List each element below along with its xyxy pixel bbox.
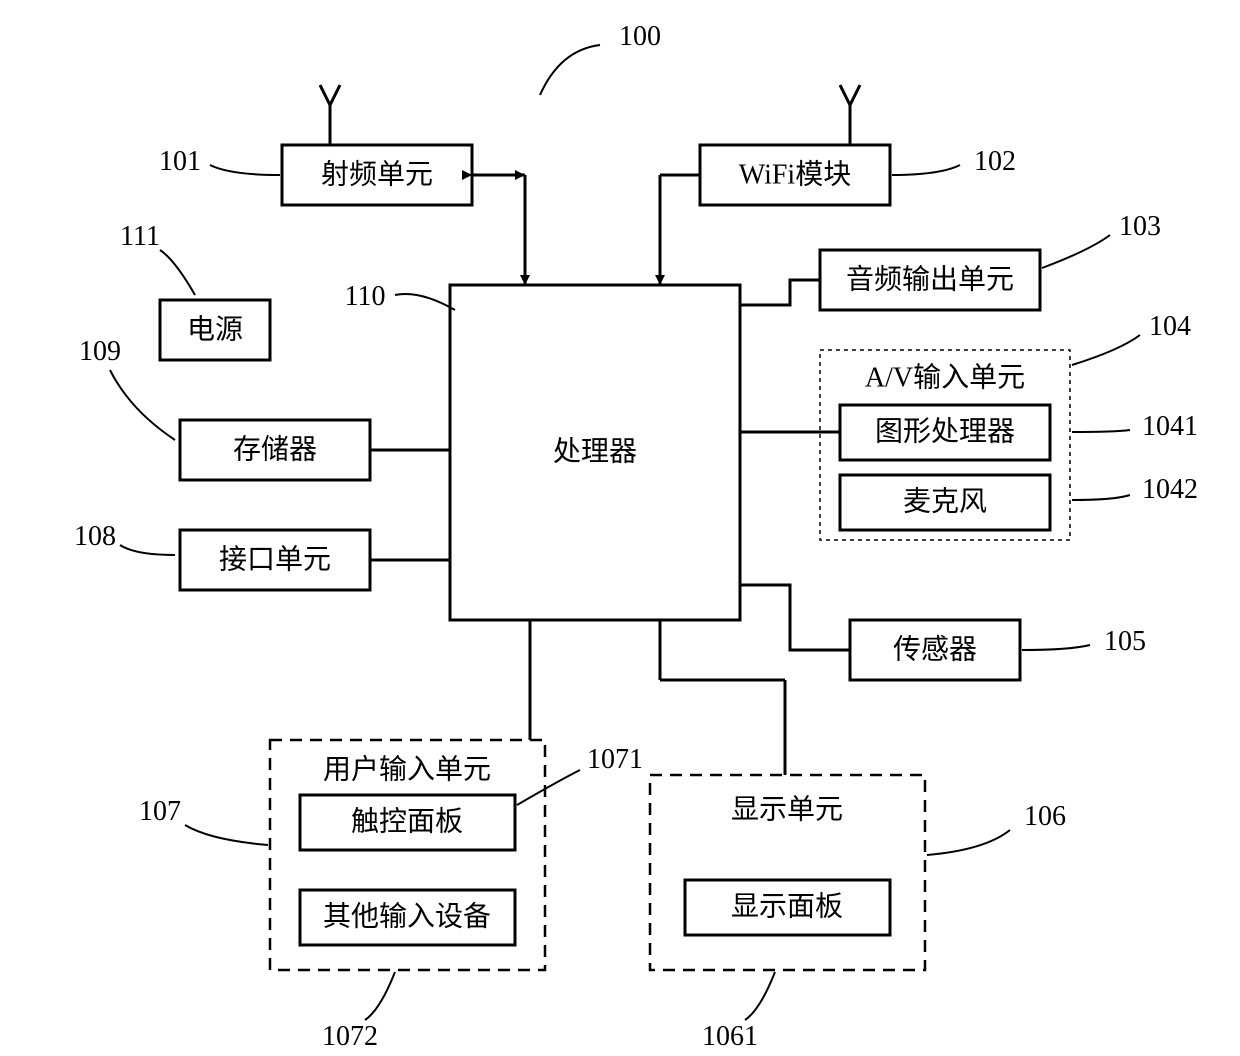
leader-av (1072, 335, 1140, 365)
text-processor: 处理器 (553, 436, 637, 468)
block-diagram: 100 射频单元 101 WiFi模块 102 处理器 110 电源 111 存… (0, 0, 1240, 1056)
leader-sensor (1022, 645, 1090, 650)
text-gpu: 图形处理器 (875, 416, 1015, 448)
leader-interface (120, 545, 175, 555)
text-display-panel: 显示面板 (731, 891, 843, 923)
leader-user-input (185, 825, 268, 845)
label-power: 111 (120, 221, 160, 252)
text-mic: 麦克风 (903, 486, 987, 518)
label-processor: 110 (345, 281, 386, 312)
text-power: 电源 (187, 314, 243, 346)
label-mic: 1042 (1142, 474, 1198, 505)
text-display-unit-title: 显示单元 (731, 794, 843, 826)
leader-system (540, 45, 600, 95)
leader-gpu (1072, 430, 1130, 432)
label-display-panel: 1061 (702, 1021, 758, 1052)
label-audio: 103 (1119, 211, 1161, 242)
text-av-in-title: A/V输入单元 (865, 362, 1025, 394)
text-sensor: 传感器 (893, 634, 977, 666)
label-interface: 108 (74, 521, 116, 552)
leader-audio (1042, 235, 1110, 268)
antenna-wifi-v (840, 85, 860, 105)
leader-other (365, 972, 395, 1020)
leader-mic (1072, 495, 1130, 500)
leader-touch (517, 770, 580, 805)
label-touch: 1071 (587, 744, 643, 775)
label-display-unit: 106 (1024, 801, 1066, 832)
text-rf: 射频单元 (321, 159, 433, 191)
text-touch-panel: 触控面板 (351, 806, 463, 838)
text-other-input: 其他输入设备 (323, 901, 491, 933)
text-interface: 接口单元 (219, 544, 331, 576)
label-rf: 101 (159, 146, 201, 177)
text-audio-out: 音频输出单元 (846, 264, 1014, 296)
label-av: 104 (1149, 311, 1191, 342)
label-wifi: 102 (974, 146, 1016, 177)
antenna-rf-v (320, 85, 340, 105)
leader-display-unit (927, 830, 1010, 855)
label-memory: 109 (79, 336, 121, 367)
label-user-input: 107 (139, 796, 181, 827)
leader-processor (395, 294, 455, 310)
leader-wifi (892, 165, 960, 175)
leader-memory (110, 370, 175, 440)
leader-rf (210, 165, 280, 175)
text-memory: 存储器 (233, 434, 317, 466)
text-wifi: WiFi模块 (739, 159, 851, 191)
label-system: 100 (619, 21, 661, 52)
label-sensor: 105 (1104, 626, 1146, 657)
label-other: 1072 (322, 1021, 378, 1052)
leader-display-panel (745, 972, 775, 1020)
conn-sensor (740, 585, 850, 650)
conn-audio (740, 280, 820, 305)
text-user-input-title: 用户输入单元 (323, 754, 491, 786)
label-gpu: 1041 (1142, 411, 1198, 442)
leader-power (160, 250, 195, 295)
